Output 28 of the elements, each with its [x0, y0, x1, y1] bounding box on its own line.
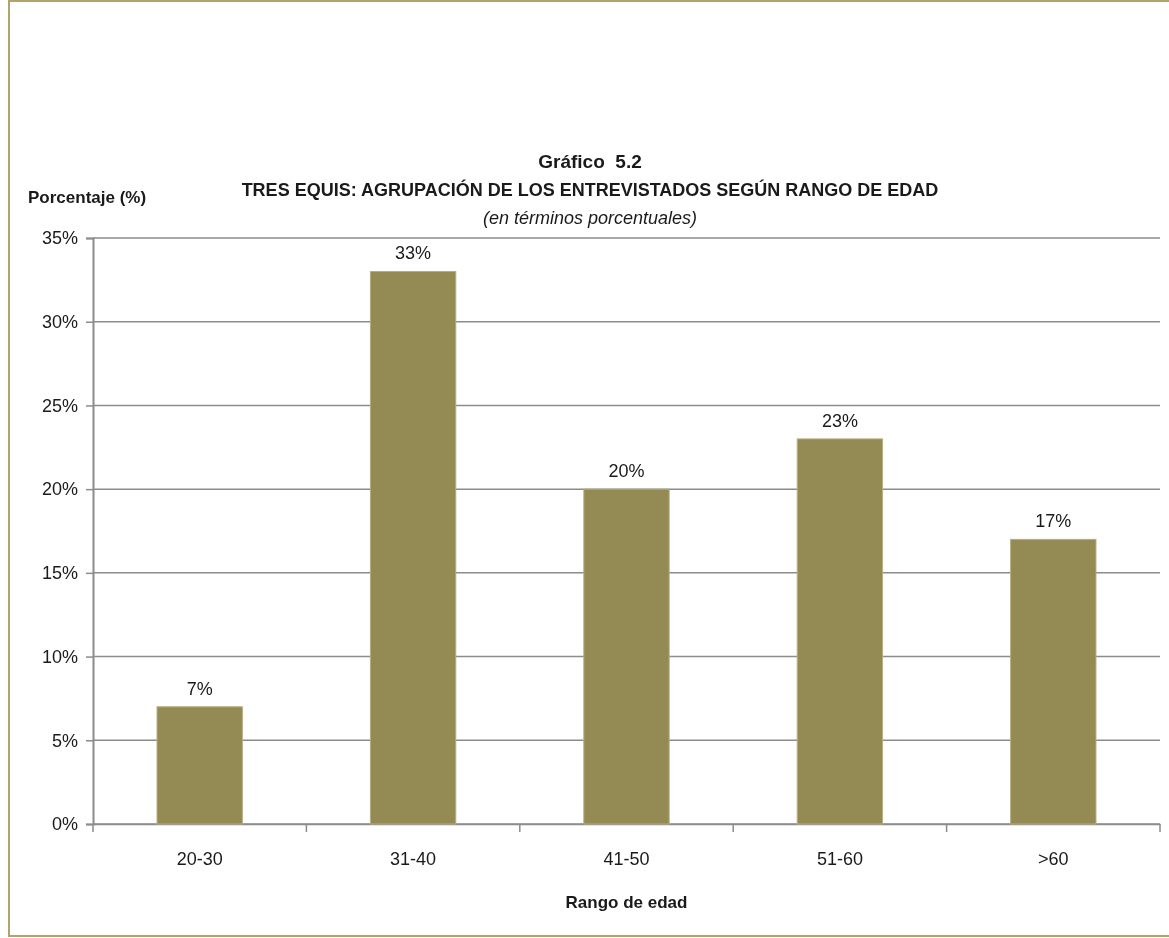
text: (en términos porcentuales) — [482, 208, 698, 228]
y-tick-label: 0% — [51, 814, 78, 835]
bar — [583, 488, 670, 825]
x-tick-label: 41-50 — [603, 848, 650, 869]
data-label: 33% — [395, 243, 432, 264]
data-label: 7% — [186, 678, 213, 699]
data-label: 23% — [821, 410, 858, 431]
y-tick-label: 5% — [51, 730, 78, 751]
data-label: 20% — [608, 461, 645, 482]
y-tick-label: 20% — [41, 479, 78, 500]
bar — [1010, 538, 1097, 825]
x-tick-label: 20-30 — [176, 848, 223, 869]
chart-title: Gráfico 5.2 — [538, 151, 642, 172]
bar — [156, 706, 243, 825]
x-axis-title: Rango de edad — [565, 893, 688, 912]
chart-subtitle: TRES EQUIS: AGRUPACIÓN DE LOS ENTREVISTADOS SEGÚN RANGO DE EDAD — [241, 179, 939, 200]
y-tick-label: 10% — [41, 646, 78, 667]
data-label: 17% — [1035, 511, 1072, 532]
x-tick-label: 31-40 — [390, 848, 437, 869]
y-axis-title: Porcentaje (%) — [28, 188, 147, 207]
y-tick-label: 15% — [41, 563, 78, 584]
y-tick-label: 25% — [41, 395, 78, 416]
bar — [369, 270, 457, 825]
x-tick-label: >60 — [1038, 848, 1069, 869]
y-tick-label: 30% — [41, 311, 78, 332]
x-tick-label: 51-60 — [816, 848, 863, 869]
y-tick-label: 35% — [41, 228, 78, 249]
bar — [796, 438, 884, 825]
